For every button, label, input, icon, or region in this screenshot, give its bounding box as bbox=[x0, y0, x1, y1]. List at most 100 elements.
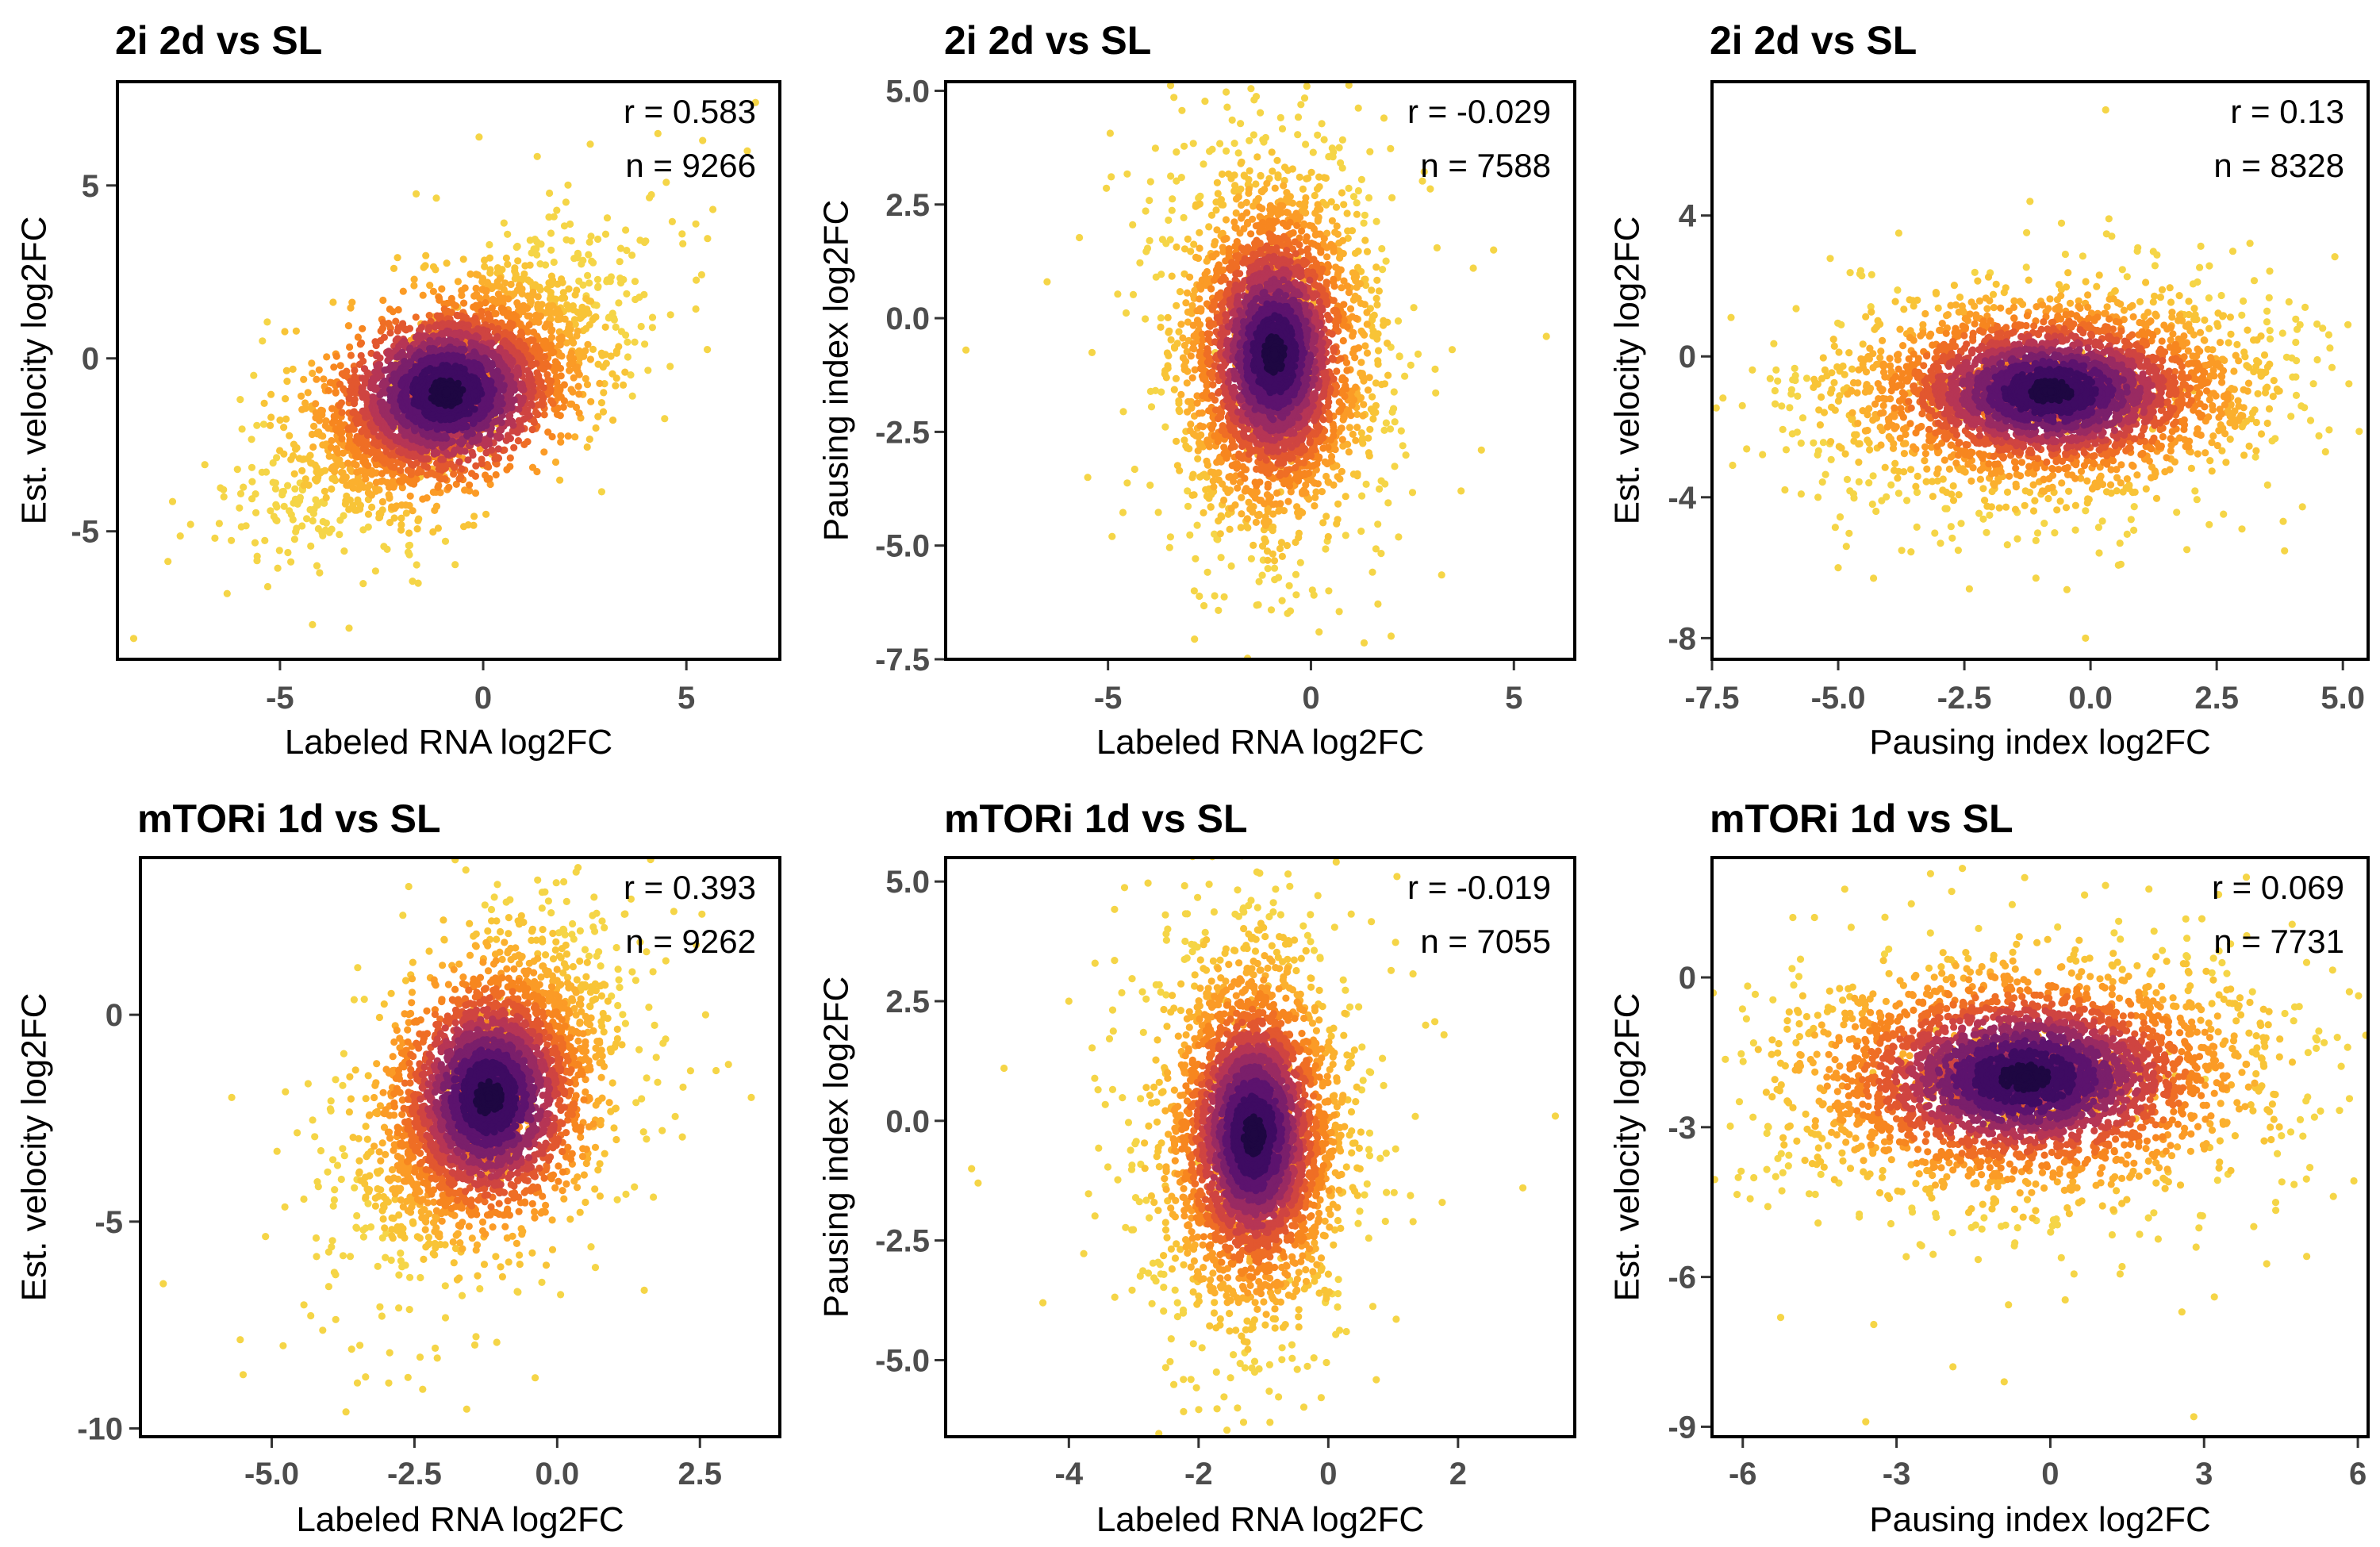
scatter-point bbox=[250, 371, 258, 379]
scatter-point bbox=[450, 470, 458, 478]
scatter-point bbox=[552, 386, 560, 393]
scatter-point bbox=[443, 259, 451, 267]
scatter-point bbox=[434, 524, 443, 532]
scatter-point bbox=[345, 394, 353, 402]
scatter-point bbox=[547, 246, 555, 254]
scatter-point bbox=[338, 409, 346, 416]
scatter-point bbox=[478, 278, 486, 286]
scatter-point bbox=[420, 263, 428, 271]
scatter-point bbox=[215, 520, 223, 528]
scatter-point bbox=[280, 450, 288, 458]
scatter-point bbox=[585, 436, 593, 443]
scatter-point bbox=[352, 461, 360, 469]
scatter-point bbox=[176, 532, 184, 540]
scatter-point bbox=[336, 531, 344, 539]
scatter-point bbox=[570, 255, 578, 263]
scatter-point bbox=[536, 260, 544, 268]
scatter-point bbox=[692, 220, 700, 228]
scatter-point bbox=[253, 421, 261, 429]
scatter-point bbox=[347, 304, 355, 312]
scatter-point bbox=[641, 340, 649, 348]
scatter-point bbox=[330, 363, 338, 371]
scatter-point bbox=[322, 519, 330, 527]
scatter-point bbox=[600, 389, 608, 397]
scatter-point bbox=[323, 353, 331, 361]
scatter-point bbox=[419, 291, 427, 299]
scatter-point bbox=[601, 323, 609, 331]
scatter-point bbox=[587, 397, 595, 405]
scatter-point bbox=[380, 543, 388, 551]
scatter-point bbox=[586, 140, 594, 148]
scatter-point bbox=[397, 514, 405, 522]
scatter-point bbox=[704, 235, 712, 243]
scatter-point bbox=[482, 448, 491, 456]
scatter-point bbox=[518, 290, 526, 298]
scatter-point bbox=[481, 263, 489, 271]
scatter-point bbox=[464, 521, 472, 529]
scatter-point bbox=[466, 270, 474, 278]
scatter-point bbox=[557, 438, 565, 446]
scatter-point bbox=[425, 312, 433, 320]
scatter-point bbox=[566, 361, 574, 369]
scatter-point bbox=[668, 217, 677, 225]
scatter-point bbox=[308, 359, 316, 367]
scatter-point bbox=[679, 240, 687, 248]
scatter-point bbox=[413, 459, 421, 467]
scatter-point bbox=[307, 542, 315, 551]
scatter-point bbox=[553, 206, 561, 214]
scatter-point bbox=[583, 381, 592, 389]
scatter-point bbox=[560, 381, 569, 389]
scatter-point bbox=[372, 469, 380, 477]
scatter-point bbox=[570, 339, 578, 347]
scatter-point bbox=[287, 558, 295, 566]
scatter-point bbox=[501, 279, 509, 287]
scatter-point bbox=[283, 378, 291, 386]
scatter-point bbox=[321, 487, 328, 495]
scatter-point bbox=[631, 338, 639, 346]
scatter-point bbox=[364, 510, 373, 518]
scatter-point bbox=[559, 289, 567, 297]
scatter-point bbox=[340, 512, 347, 520]
scatter-point bbox=[589, 259, 597, 267]
scatter-point bbox=[306, 451, 314, 459]
scatter-point bbox=[457, 473, 465, 481]
scatter-point bbox=[558, 294, 566, 302]
scatter-point bbox=[583, 443, 591, 451]
scatter-point bbox=[275, 547, 283, 555]
scatter-point bbox=[236, 396, 244, 404]
scatter-point bbox=[415, 515, 423, 523]
scatter-point bbox=[564, 181, 572, 189]
scatter-point bbox=[494, 445, 502, 453]
scatter-point bbox=[379, 296, 387, 305]
scatter-point bbox=[385, 491, 393, 499]
scatter-point bbox=[648, 324, 657, 332]
scatter-point bbox=[328, 525, 336, 533]
scatter-point bbox=[389, 308, 397, 316]
scatter-point bbox=[540, 411, 548, 419]
scatter-point bbox=[286, 507, 294, 515]
scatter-point bbox=[429, 528, 437, 536]
scatter-point bbox=[390, 514, 398, 522]
scatter-point bbox=[472, 462, 480, 470]
scatter-point bbox=[547, 397, 555, 405]
panel-title: 2i 2d vs SL bbox=[115, 18, 322, 63]
scatter-point bbox=[321, 466, 329, 474]
scatter-point bbox=[267, 507, 274, 515]
scatter-point bbox=[296, 493, 304, 501]
scatter-point bbox=[571, 365, 580, 373]
scatter-point bbox=[662, 178, 670, 186]
scatter-point bbox=[298, 466, 306, 475]
scatter-point bbox=[536, 286, 544, 294]
scatter-point bbox=[585, 251, 593, 259]
scatter-point bbox=[534, 293, 542, 301]
scatter-point bbox=[301, 475, 309, 483]
scatter-point bbox=[386, 329, 394, 337]
scatter-point bbox=[201, 461, 209, 469]
scatter-point bbox=[470, 512, 478, 520]
scatter-point bbox=[597, 399, 606, 407]
scatter-point bbox=[233, 466, 241, 474]
scatter-point bbox=[514, 257, 522, 265]
scatter-point bbox=[284, 482, 292, 489]
scatter-point bbox=[364, 523, 372, 531]
